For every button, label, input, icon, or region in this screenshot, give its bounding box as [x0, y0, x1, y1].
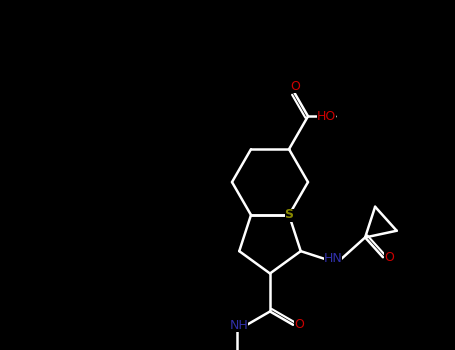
Text: O: O: [384, 251, 394, 264]
Text: O: O: [290, 80, 300, 93]
Text: HO: HO: [317, 110, 336, 123]
Text: S: S: [284, 209, 293, 222]
Text: O: O: [294, 318, 304, 331]
Text: HN: HN: [324, 252, 342, 265]
Text: NH: NH: [230, 319, 248, 332]
